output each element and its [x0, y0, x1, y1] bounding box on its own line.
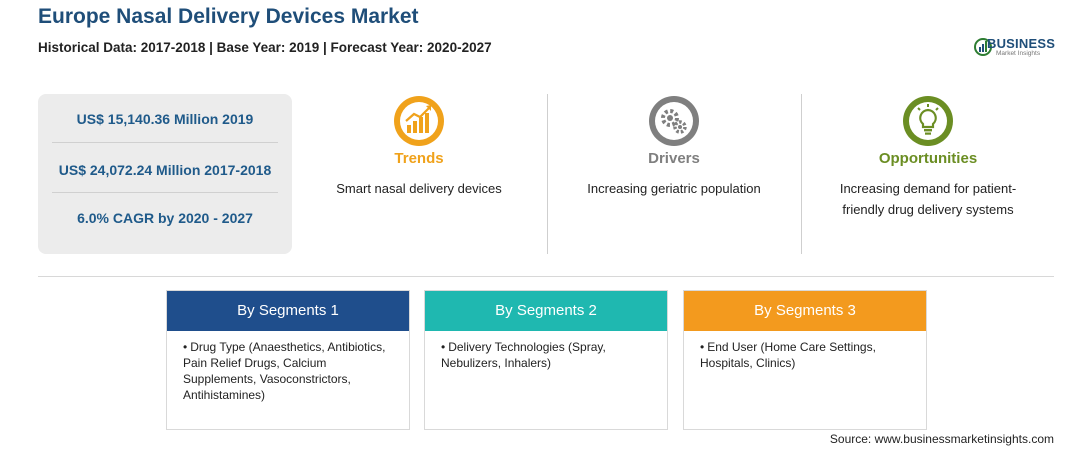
segment-2-header: By Segments 2	[425, 291, 667, 331]
section-divider	[38, 276, 1054, 277]
segment-1-header: By Segments 1	[167, 291, 409, 331]
source-credit: Source: www.businessmarketinsights.com	[829, 432, 1054, 446]
business-market-insights-logo: BUSINESS Market Insights	[974, 35, 1064, 61]
bullet-icon: •	[700, 340, 705, 354]
trend-chart-icon	[394, 96, 444, 146]
gears-icon	[649, 96, 699, 146]
segment-2-body: • Delivery Technologies (Spray, Nebulizer…	[441, 339, 657, 371]
segment-3-item: End User (Home Care Settings, Hospitals,…	[700, 340, 876, 370]
segment-1-body: • Drug Type (Anaesthetics, Antibiotics, P…	[183, 339, 399, 403]
segment-card-1: By Segments 1 • Drug Type (Anaesthetics, …	[166, 290, 410, 430]
lightbulb-icon	[903, 96, 953, 146]
segment-1-item: Drug Type (Anaesthetics, Antibiotics, Pa…	[183, 340, 386, 402]
logo-wordmark: BUSINESS	[987, 36, 1056, 51]
logo-subtext: Market Insights	[996, 50, 1041, 57]
logo-globe-icon	[974, 38, 992, 56]
segment-2-item: Delivery Technologies (Spray, Nebulizers…	[441, 340, 606, 370]
page-subtitle: Historical Data: 2017-2018 | Base Year: …	[38, 40, 492, 55]
card-divider	[801, 94, 802, 254]
stats-divider	[52, 142, 278, 143]
stat-cagr: 6.0% CAGR by 2020 - 2027	[77, 210, 253, 226]
trends-description: Smart nasal delivery devices	[336, 181, 502, 196]
card-divider	[547, 94, 548, 254]
drivers-label: Drivers	[648, 150, 700, 167]
opportunities-description: Increasing demand for patient-friendly d…	[839, 181, 1017, 217]
segment-3-body: • End User (Home Care Settings, Hospitals…	[700, 339, 916, 371]
stat-market-value-2019: US$ 15,140.36 Million 2019	[76, 111, 254, 127]
segment-card-3: By Segments 3 • End User (Home Care Setti…	[683, 290, 927, 430]
trends-label: Trends	[394, 150, 444, 167]
market-stats-panel: US$ 15,140.36 Million 2019 US$ 24,072.24…	[38, 94, 292, 254]
segment-card-2: By Segments 2 • Delivery Technologies (Sp…	[424, 290, 668, 430]
page-title: Europe Nasal Delivery Devices Market	[38, 5, 419, 28]
bullet-icon: •	[441, 340, 446, 354]
stats-divider	[52, 192, 278, 193]
bullet-icon: •	[183, 340, 188, 354]
drivers-description: Increasing geriatric population	[587, 181, 761, 196]
opportunities-label: Opportunities	[878, 150, 978, 167]
stat-market-value-historical: US$ 24,072.24 Million 2017-2018	[58, 162, 272, 178]
segment-3-header: By Segments 3	[684, 291, 926, 331]
